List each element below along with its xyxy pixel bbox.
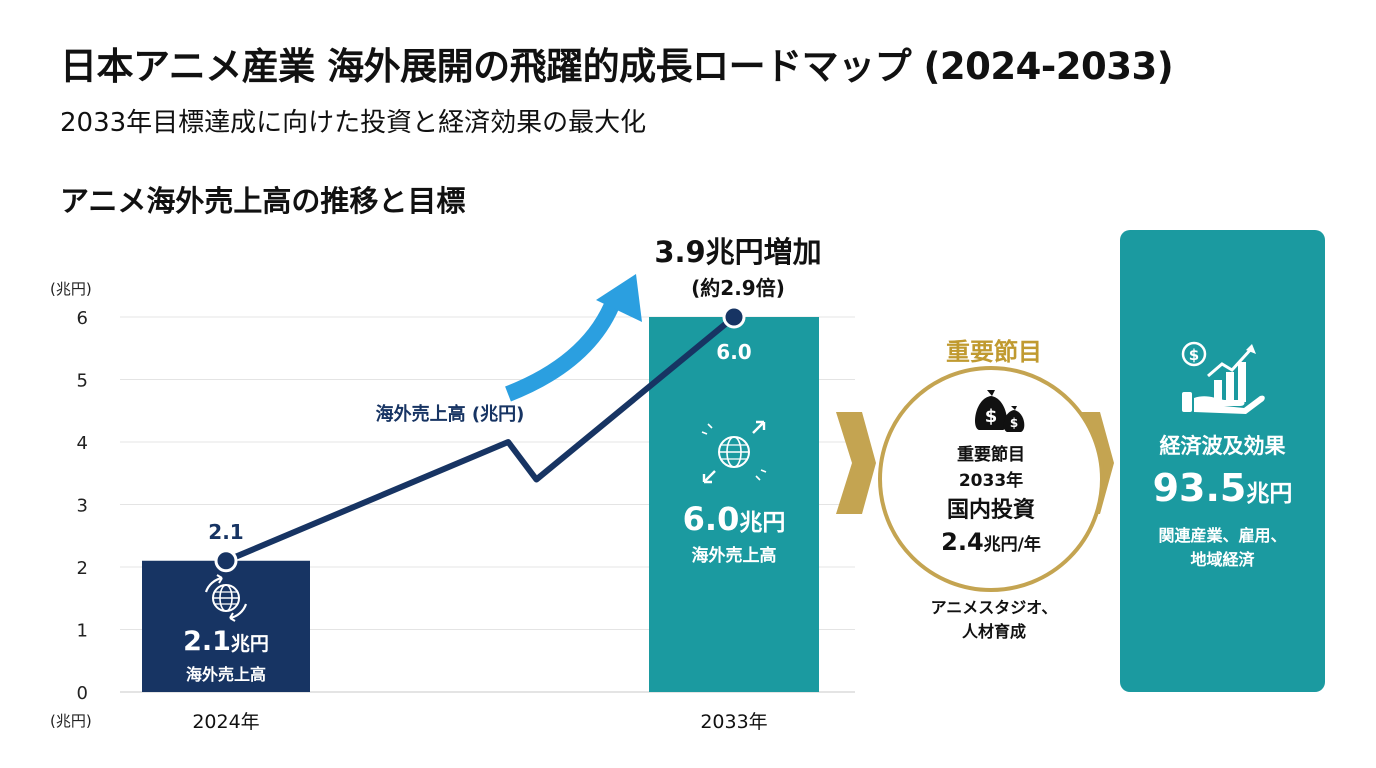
svg-text:$: $ — [985, 406, 998, 427]
bar-2024-unit: 兆円 — [231, 633, 269, 655]
impact-desc-line2: 地域経済 — [1190, 550, 1255, 569]
growth-chart-icon: $ — [1181, 341, 1265, 414]
growth-annotation-main: 3.9兆円増加 — [654, 235, 821, 269]
milestone-caption: アニメスタジオ、 人材育成 — [878, 596, 1110, 644]
x-tick-label: 2033年 — [700, 711, 767, 733]
bar-2033-caption: 海外売上高 — [692, 545, 777, 566]
x-axis-labels: 2024年 2033年 — [192, 711, 767, 733]
svg-text:6.0兆円: 6.0兆円 — [683, 500, 786, 538]
bar-2024 — [142, 560, 310, 692]
milestone-heading: 重要節目 — [957, 445, 1025, 465]
impact-value: 93.5兆円 — [1120, 466, 1325, 510]
flow-arrow-1 — [836, 412, 876, 514]
svg-text:$: $ — [1010, 416, 1018, 430]
milestone-caption-line1: アニメスタジオ、 — [930, 598, 1058, 617]
milestone-circle: $ $ 重要節目 2033年 国内投資 2.4兆円/年 — [878, 366, 1104, 592]
y-tick-label: 3 — [77, 496, 88, 517]
money-bag-icon: $ $ — [975, 390, 1025, 432]
y-tick-label: 5 — [77, 371, 88, 392]
milestone-value-unit: 兆円/年 — [983, 535, 1041, 555]
milestone-year: 2033年 — [958, 471, 1024, 491]
svg-text:2.1兆円: 2.1兆円 — [183, 626, 269, 657]
milestone-investment-value: 2.4兆円/年 — [882, 528, 1100, 556]
bar-2033 — [649, 317, 819, 692]
impact-card: $ 経済波及効果 93.5兆円 関連産業、雇用、 地域経済 — [1120, 230, 1325, 692]
section-title: アニメ海外売上高の推移と目標 — [60, 184, 466, 218]
globe-cycle-icon — [204, 574, 248, 622]
bar-2024-caption: 海外売上高 — [186, 665, 266, 684]
page-subtitle: 2033年目標達成に向けた投資と経済効果の最大化 — [60, 108, 647, 138]
y-unit-label: (兆円) — [50, 280, 92, 298]
impact-value-unit: 兆円 — [1246, 481, 1293, 507]
milestone-label: 重要節目 — [946, 338, 1042, 366]
y-tick-label: 6 — [77, 308, 88, 329]
point-label-2033: 6.0 — [716, 340, 751, 364]
bar-2024-inner: 2.1兆円 海外売上高 — [183, 574, 269, 684]
point-label-2024: 2.1 — [208, 520, 243, 544]
milestone-value-num: 2.4 — [941, 528, 984, 556]
y-tick-label: 4 — [77, 433, 88, 454]
svg-text:$: $ — [1189, 346, 1199, 364]
milestone-caption-line2: 人材育成 — [961, 622, 1026, 641]
series-label: 海外売上高 (兆円) — [376, 403, 525, 425]
bar-2033-inner: 6.0兆円 海外売上高 — [683, 420, 786, 566]
impact-desc-line1: 関連産業、雇用、 — [1158, 526, 1287, 545]
bar-2033-value: 6.0 — [683, 500, 740, 538]
y-axis-ticks: 0 1 2 3 4 5 6 — [77, 308, 88, 704]
sales-series-line — [224, 314, 736, 564]
y-tick-label: 1 — [77, 621, 88, 642]
series-points — [214, 305, 746, 573]
data-point-2024 — [214, 549, 238, 573]
impact-title: 経済波及効果 — [1159, 434, 1286, 458]
milestone-investment-label: 国内投資 — [946, 498, 1035, 523]
y-tick-label: 2 — [77, 558, 88, 579]
bar-2024-value: 2.1 — [183, 626, 231, 657]
x-unit-label: (兆円) — [50, 712, 92, 730]
growth-annotation-sub: (約2.9倍) — [691, 276, 785, 300]
page-title: 日本アニメ産業 海外展開の飛躍的成長ロードマップ (2024-2033) — [60, 45, 1174, 88]
globe-expand-icon — [701, 420, 767, 484]
growth-arrow — [505, 274, 642, 402]
data-point-2033 — [722, 305, 746, 329]
chart-bars — [142, 317, 819, 692]
impact-description: 関連産業、雇用、 地域経済 — [1128, 524, 1317, 572]
impact-value-num: 93.5 — [1152, 466, 1247, 510]
x-tick-label: 2024年 — [192, 711, 259, 733]
y-tick-label: 0 — [77, 683, 88, 704]
bar-2033-unit: 兆円 — [739, 510, 785, 536]
